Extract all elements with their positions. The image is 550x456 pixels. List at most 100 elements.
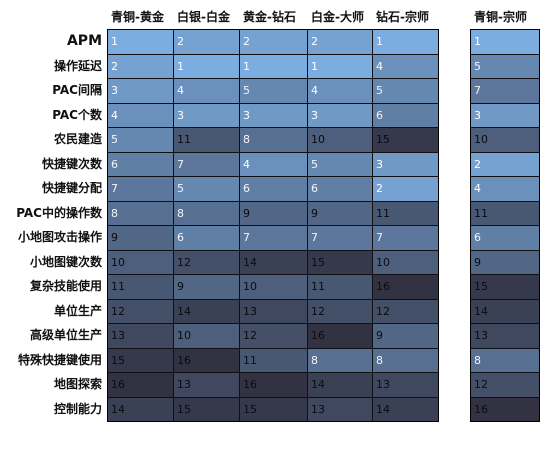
- rank-cell: 5: [173, 176, 240, 202]
- row-label: 农民建造: [53, 132, 102, 146]
- rank-cell: 14: [307, 372, 373, 398]
- rank-cell: 15: [372, 127, 439, 153]
- rank-cell: 4: [372, 53, 439, 79]
- rank-cell: 4: [107, 102, 174, 128]
- rank-cell: 5: [107, 127, 174, 153]
- rank-cell: 12: [372, 298, 439, 324]
- rank-cell: 9: [173, 274, 240, 300]
- column-header: 青铜-黄金: [111, 10, 164, 24]
- row-label: 小地图键次数: [29, 254, 102, 269]
- rank-cell: 14: [470, 298, 540, 324]
- rank-cell: 10: [372, 249, 439, 275]
- column-header: 青铜-宗师: [474, 10, 527, 24]
- rank-cell: 11: [107, 274, 174, 300]
- rank-cell: 4: [239, 151, 308, 177]
- rank-cell: 2: [372, 176, 439, 202]
- rank-cell: 14: [107, 396, 174, 422]
- rank-cell: 1: [107, 29, 174, 55]
- row-label: 复杂技能使用: [29, 279, 102, 293]
- rank-cell: 15: [307, 249, 373, 275]
- rank-cell: 6: [307, 176, 373, 202]
- rank-cell: 16: [470, 396, 540, 422]
- rank-cell: 12: [173, 249, 240, 275]
- rank-cell: 10: [107, 249, 174, 275]
- rank-cell: 1: [239, 53, 308, 79]
- rank-cell: 1: [470, 29, 540, 55]
- rank-cell: 3: [173, 102, 240, 128]
- rank-cell: 3: [107, 78, 174, 104]
- rank-cell: 7: [173, 151, 240, 177]
- rank-cell: 15: [173, 396, 240, 422]
- rank-cell: 13: [470, 323, 540, 349]
- rank-cell: 13: [307, 396, 373, 422]
- rank-cell: 7: [239, 225, 308, 251]
- rank-cell: 15: [239, 396, 308, 422]
- rank-cell: 7: [307, 225, 373, 251]
- rank-cell: 13: [372, 372, 439, 398]
- rank-cell: 3: [307, 102, 373, 128]
- rank-cell: 12: [307, 298, 373, 324]
- row-label: 特殊快捷键使用: [17, 352, 102, 367]
- rank-cell: 16: [107, 372, 174, 398]
- rank-cell: 7: [470, 78, 540, 104]
- rank-cell: 14: [173, 298, 240, 324]
- rank-cell: 6: [470, 225, 540, 251]
- row-label: 控制能力: [53, 401, 102, 416]
- rank-cell: 6: [239, 176, 308, 202]
- rank-cell: 4: [173, 78, 240, 104]
- rank-cell: 12: [107, 298, 174, 324]
- rank-cell: 11: [307, 274, 373, 300]
- rank-cell: 6: [372, 102, 439, 128]
- column-header: 白银-白金: [177, 10, 230, 24]
- rank-cell: 8: [372, 347, 439, 373]
- rank-cell: 10: [470, 127, 540, 153]
- rank-cell: 9: [107, 225, 174, 251]
- row-label: 单位生产: [53, 303, 102, 318]
- rank-cell: 10: [173, 323, 240, 349]
- rank-cell: 9: [470, 249, 540, 275]
- rank-cell: 15: [107, 347, 174, 373]
- row-label: PAC间隔: [52, 83, 102, 97]
- column-header: 黄金-钻石: [243, 10, 296, 24]
- rank-cell: 13: [107, 323, 174, 349]
- rank-cell: 1: [307, 53, 373, 79]
- row-label: 地图探索: [53, 377, 102, 391]
- rank-cell: 5: [372, 78, 439, 104]
- column-header: 钻石-宗师: [376, 10, 429, 24]
- rank-cell: 2: [307, 29, 373, 55]
- column-header: 白金-大师: [311, 10, 364, 24]
- row-label: PAC个数: [52, 107, 102, 122]
- rank-cell: 10: [307, 127, 373, 153]
- rank-cell: 8: [173, 200, 240, 226]
- rank-cell: 9: [307, 200, 373, 226]
- rank-cell: 15: [470, 274, 540, 300]
- rank-cell: 16: [239, 372, 308, 398]
- rank-cell: 8: [307, 347, 373, 373]
- rank-cell: 13: [239, 298, 308, 324]
- row-label: 操作延迟: [53, 58, 102, 73]
- rank-cell: 8: [107, 200, 174, 226]
- rank-cell: 3: [239, 102, 308, 128]
- rank-cell: 14: [372, 396, 439, 422]
- rank-cell: 4: [470, 176, 540, 202]
- rank-cell: 2: [470, 151, 540, 177]
- rank-cell: 5: [470, 53, 540, 79]
- rank-cell: 14: [239, 249, 308, 275]
- rank-cell: 1: [173, 53, 240, 79]
- rank-cell: 7: [372, 225, 439, 251]
- rank-cell: 9: [372, 323, 439, 349]
- rank-cell: 8: [239, 127, 308, 153]
- rank-cell: 5: [307, 151, 373, 177]
- rank-cell: 16: [307, 323, 373, 349]
- rank-cell: 6: [173, 225, 240, 251]
- rank-cell: 4: [307, 78, 373, 104]
- rank-cell: 11: [173, 127, 240, 153]
- rank-cell: 7: [107, 176, 174, 202]
- rank-cell: 2: [173, 29, 240, 55]
- rank-cell: 5: [239, 78, 308, 104]
- row-label: PAC中的操作数: [16, 205, 102, 220]
- row-label: 快捷键次数: [41, 156, 102, 171]
- rank-cell: 12: [239, 323, 308, 349]
- rank-cell: 3: [470, 102, 540, 128]
- rank-cell: 12: [470, 372, 540, 398]
